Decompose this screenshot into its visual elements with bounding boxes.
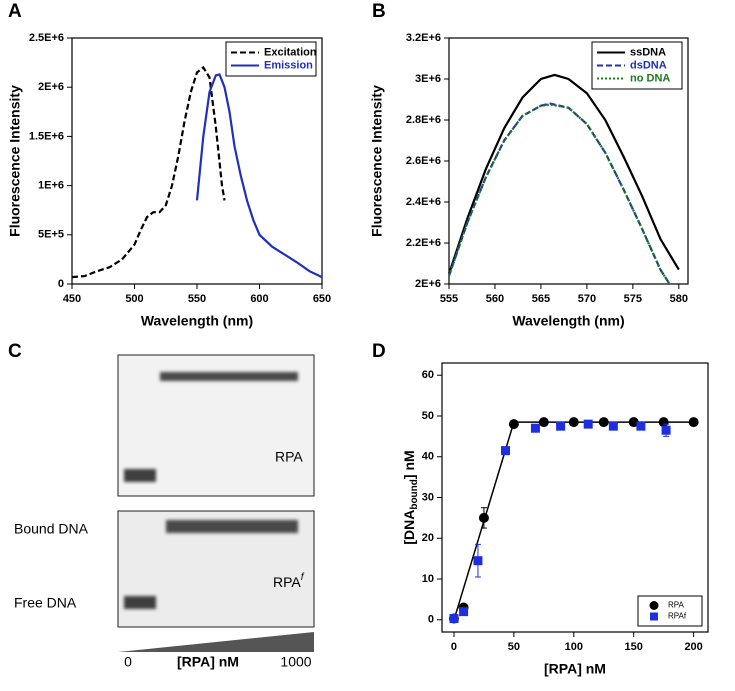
x-tick-label: 500	[125, 293, 143, 305]
line-series	[71, 65, 226, 279]
y-tick-label: 0	[58, 278, 64, 290]
y-tick-label: 2.5E+6	[29, 32, 64, 44]
x-tick-label: 600	[250, 293, 268, 305]
x-tick-label: 0	[451, 641, 457, 653]
plot-frame	[441, 362, 709, 633]
marker	[530, 423, 540, 433]
x-tick-label: 570	[578, 293, 596, 305]
marker	[628, 417, 639, 428]
panel-letter: C	[8, 341, 22, 362]
y-axis-title-part: ] nM	[401, 450, 417, 479]
y-tick-label: 3.2E+6	[406, 32, 441, 44]
gel-axis: [RPA] nM	[177, 654, 239, 670]
gel-bands	[124, 372, 298, 609]
marker	[568, 417, 579, 428]
gel-row-label: Free DNA	[14, 595, 77, 611]
marker	[459, 607, 469, 617]
y-tick-label: 0	[428, 614, 434, 626]
x-tick-label: 550	[188, 293, 206, 305]
y-axis-title: Fluorescence Intensity	[369, 85, 385, 237]
marker	[556, 421, 566, 431]
line-series	[447, 103, 671, 285]
legend-box	[637, 595, 703, 627]
x-tick-label: 100	[565, 641, 583, 653]
x-tick-label: 450	[63, 293, 81, 305]
y-axis-title-part: [DNA	[401, 510, 417, 545]
panel-letter: D	[372, 341, 386, 362]
gradient-wedge	[118, 632, 314, 652]
y-tick-label: 2.4E+6	[406, 196, 441, 208]
legend-label: Excitation	[264, 46, 317, 58]
x-axis-title: [RPA] nM	[544, 661, 606, 677]
x-tick-label: 560	[486, 293, 504, 305]
y-tick-label: 5E+5	[38, 229, 64, 241]
panel-letter: B	[372, 1, 386, 22]
legend-swatch	[650, 612, 658, 621]
fit-line	[453, 421, 694, 621]
legend-label: RPA	[668, 601, 685, 610]
gel-label: RPA	[275, 449, 303, 465]
y-tick-label: 10	[422, 573, 434, 585]
gel-label: RPAf	[273, 572, 305, 590]
y-tick-label: 2.6E+6	[406, 155, 441, 167]
y-tick-label: 2.8E+6	[406, 114, 441, 126]
x-tick-label: 575	[624, 293, 642, 305]
gel-end: 1000	[280, 654, 311, 670]
line-series	[195, 73, 323, 279]
x-axis-title: Wavelength (nm)	[512, 313, 624, 329]
marker	[538, 417, 549, 428]
x-tick-label: 150	[625, 641, 643, 653]
legend-label: Emission	[264, 59, 313, 71]
y-axis-title: Fluorescence Intensity	[7, 85, 23, 237]
x-tick-label: 565	[532, 293, 550, 305]
y-tick-label: 1.5E+6	[29, 130, 64, 142]
legend-label: no DNA	[630, 72, 670, 84]
x-tick-label: 200	[684, 641, 702, 653]
marker	[661, 425, 671, 435]
x-tick-label: 650	[313, 293, 331, 305]
legend-box	[225, 41, 317, 77]
gel	[117, 354, 315, 652]
marker	[501, 446, 511, 456]
marker	[598, 417, 609, 428]
legend-label: ssDNA	[630, 46, 666, 58]
y-tick-label: 50	[422, 410, 434, 422]
y-tick-label: 2E+6	[38, 81, 64, 93]
y-tick-label: 3E+6	[415, 73, 441, 85]
x-tick-label: 580	[670, 293, 688, 305]
x-axis-title: Wavelength (nm)	[141, 313, 253, 329]
y-tick-label: 2E+6	[415, 278, 441, 290]
panel-letter: A	[8, 1, 22, 22]
y-tick-label: 2.2E+6	[406, 237, 441, 249]
x-tick-label: 555	[440, 293, 458, 305]
legend-label: dsDNA	[630, 59, 667, 71]
marker	[478, 512, 489, 523]
marker	[508, 419, 519, 430]
line-series	[447, 102, 671, 285]
legend-swatch	[649, 601, 659, 610]
legend-label: RPAf	[668, 612, 687, 621]
y-tick-label: 30	[422, 491, 434, 503]
marker	[449, 614, 459, 624]
y-tick-label: 20	[422, 532, 434, 544]
marker	[636, 421, 646, 431]
y-axis-title-sub: bound	[409, 479, 420, 510]
y-tick-label: 1E+6	[38, 180, 64, 192]
marker	[658, 417, 669, 428]
line-series	[447, 73, 680, 275]
gel-start: 0	[124, 654, 132, 670]
marker	[688, 417, 699, 428]
marker	[473, 556, 483, 566]
marker	[608, 421, 618, 431]
y-tick-label: 40	[422, 451, 434, 463]
gel-row-label: Bound DNA	[14, 521, 89, 537]
x-tick-label: 50	[508, 641, 520, 653]
y-axis-title: [DNAbound] nM	[401, 450, 420, 544]
marker	[583, 419, 593, 429]
y-tick-label: 60	[422, 369, 434, 381]
